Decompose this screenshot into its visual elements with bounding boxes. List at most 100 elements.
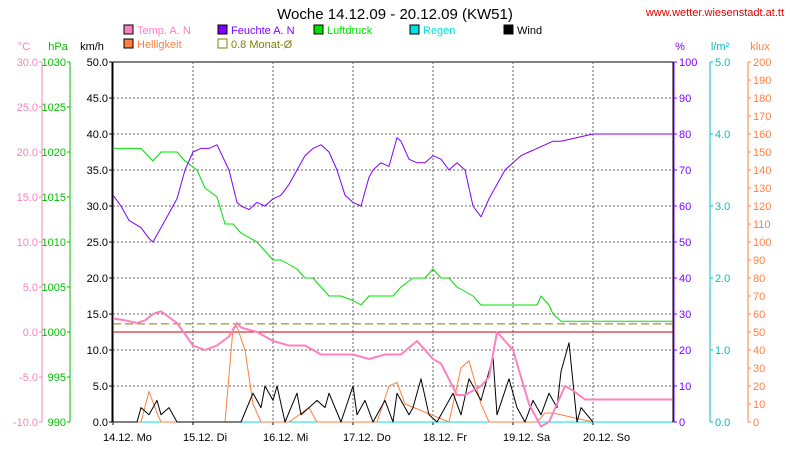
rain-tick-label: 2.0 — [715, 273, 730, 285]
rain-axis-unit: l/m² — [711, 41, 730, 53]
series-line-wind — [113, 342, 594, 423]
wind-tick-label: 0.0 — [93, 417, 108, 429]
wind-tick-label: 50.0 — [87, 57, 108, 69]
x-tick-label: 20.12. So — [583, 432, 630, 444]
lux-tick-label: 30 — [753, 363, 765, 375]
press-tick-label: 1020 — [42, 147, 66, 159]
temp-axis-unit: °C — [18, 41, 30, 53]
x-tick-label: 16.12. Mi — [263, 432, 308, 444]
legend-label: Regen — [423, 25, 455, 37]
x-tick-label: 19.12. Sa — [503, 432, 551, 444]
humid-axis-unit: % — [675, 41, 685, 53]
x-tick-label: 14.12. Mo — [103, 432, 152, 444]
legend-label: Luftdruck — [327, 25, 373, 37]
lux-tick-label: 160 — [753, 129, 771, 141]
lux-tick-label: 150 — [753, 147, 771, 159]
humid-tick-label: 90 — [679, 93, 691, 105]
lux-tick-label: 200 — [753, 57, 771, 69]
temp-tick-label: 20.0 — [17, 147, 38, 159]
lux-tick-label: 10 — [753, 399, 765, 411]
lux-tick-label: 80 — [753, 273, 765, 285]
humid-tick-label: 10 — [679, 381, 691, 393]
series — [112, 133, 673, 428]
series-line-luftdruck — [113, 147, 673, 322]
lux-tick-label: 20 — [753, 381, 765, 393]
temp-tick-label: 5.0 — [23, 282, 38, 294]
temp-tick-label: 30.0 — [17, 57, 38, 69]
source-link[interactable]: www.wetter.wiesenstadt.at.tt — [645, 7, 784, 19]
wind-tick-label: 30.0 — [87, 201, 108, 213]
press-tick-label: 1010 — [42, 237, 66, 249]
temp-tick-label: 0.0 — [23, 327, 38, 339]
wind-tick-label: 45.0 — [87, 93, 108, 105]
humid-tick-label: 30 — [679, 309, 691, 321]
legend-label: Wind — [517, 25, 542, 37]
humid-tick-label: 70 — [679, 165, 691, 177]
press-axis-unit: hPa — [48, 41, 68, 53]
lux-tick-label: 100 — [753, 237, 771, 249]
humid-tick-label: 80 — [679, 129, 691, 141]
humid-tick-label: 0 — [679, 417, 685, 429]
lux-tick-label: 120 — [753, 201, 771, 213]
wind-tick-label: 20.0 — [87, 273, 108, 285]
press-tick-label: 1015 — [42, 192, 66, 204]
x-tick-label: 18.12. Fr — [423, 432, 467, 444]
lux-tick-label: 180 — [753, 93, 771, 105]
lux-tick-label: 170 — [753, 111, 771, 123]
wind-tick-label: 10.0 — [87, 345, 108, 357]
wind-tick-label: 15.0 — [87, 309, 108, 321]
humid-tick-label: 50 — [679, 237, 691, 249]
lux-tick-label: 70 — [753, 291, 765, 303]
legend-label: Temp. A. N — [137, 25, 191, 37]
legend-label: 0.8 Monat-Ø — [231, 39, 293, 51]
x-tick-label: 15.12. Di — [183, 432, 227, 444]
rain-tick-label: 4.0 — [715, 129, 730, 141]
series-line-temp-a-n — [112, 310, 673, 428]
chart-title: Woche 14.12.09 - 20.12.09 (KW51) — [277, 6, 513, 23]
lux-tick-label: 140 — [753, 165, 771, 177]
rain-tick-label: 0.0 — [715, 417, 730, 429]
rain-tick-label: 5.0 — [715, 57, 730, 69]
press-tick-label: 1030 — [42, 57, 66, 69]
axes: °C -10.0 -5.0 0.0 5.0 10.0 15.0 20.0 25.0 30.0 hPa… — [13, 41, 771, 444]
press-tick-label: 990 — [48, 417, 66, 429]
wind-tick-label: 25.0 — [87, 237, 108, 249]
wind-tick-label: 35.0 — [87, 165, 108, 177]
legend-label: Feuchte A. N — [231, 25, 295, 37]
reference-lines — [113, 323, 673, 333]
press-tick-label: 1005 — [42, 282, 66, 294]
lux-tick-label: 90 — [753, 255, 765, 267]
lux-tick-label: 110 — [753, 219, 771, 231]
legend-swatch — [503, 24, 514, 35]
grid — [112, 61, 674, 423]
temp-tick-label: -5.0 — [19, 372, 38, 384]
press-tick-label: 995 — [48, 372, 66, 384]
temp-tick-label: -10.0 — [13, 417, 38, 429]
press-tick-label: 1000 — [42, 327, 66, 339]
lux-axis-unit: klux — [750, 41, 770, 53]
wind-tick-label: 40.0 — [87, 129, 108, 141]
lux-tick-label: 50 — [753, 327, 765, 339]
x-tick-label: 17.12. Do — [343, 432, 391, 444]
wind-tick-label: 5.0 — [93, 381, 108, 393]
humid-tick-label: 100 — [679, 57, 697, 69]
legend-swatch — [217, 38, 228, 49]
temp-tick-label: 25.0 — [17, 102, 38, 114]
rain-tick-label: 3.0 — [715, 201, 730, 213]
legend-label: Helligkeit — [137, 39, 182, 51]
lux-tick-label: 40 — [753, 345, 765, 357]
rain-tick-label: 1.0 — [715, 345, 730, 357]
legend-swatch — [313, 24, 324, 35]
lux-tick-label: 0 — [753, 417, 759, 429]
temp-tick-label: 10.0 — [17, 237, 38, 249]
legend-swatch — [409, 24, 420, 35]
wind-axis-unit: km/h — [80, 41, 104, 53]
humid-tick-label: 40 — [679, 273, 691, 285]
legend-swatch — [123, 38, 134, 49]
humid-tick-label: 60 — [679, 201, 691, 213]
press-tick-label: 1025 — [42, 102, 66, 114]
lux-tick-label: 190 — [753, 75, 771, 87]
legend: Temp. A. N Feuchte A. N Luftdruck Regen Wind… — [123, 24, 542, 51]
temp-tick-label: 15.0 — [17, 192, 38, 204]
